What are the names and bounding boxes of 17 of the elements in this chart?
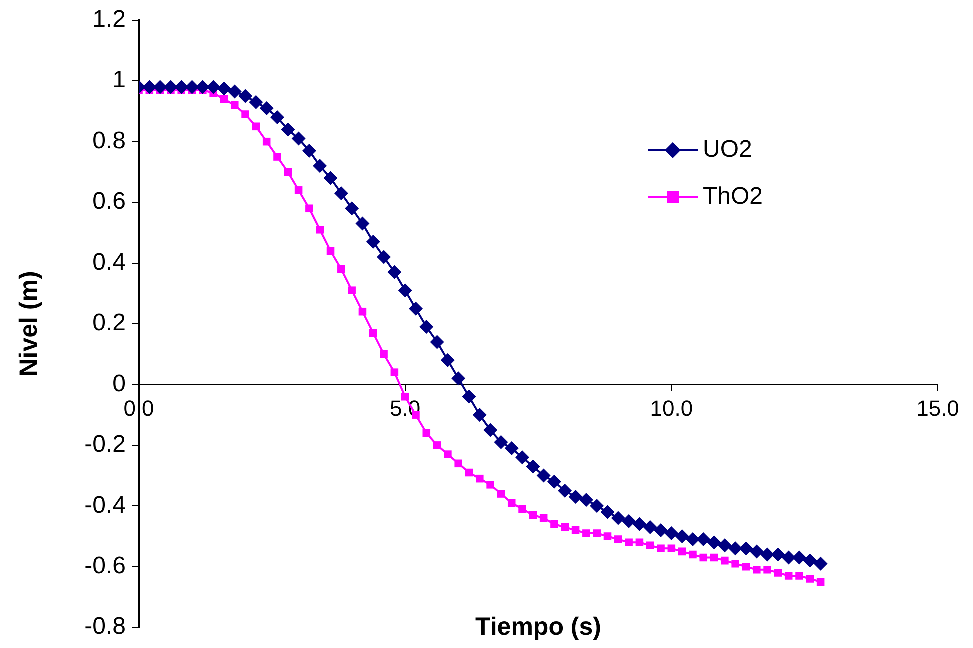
y-tick-label: -0.6 [84,552,126,580]
y-axis-title: Nivel (m) [14,271,43,377]
x-tick-label: 15.0 [916,396,960,421]
y-tick-label: 0.4 [92,248,126,276]
y-tick-label: -0.2 [84,431,126,458]
legend-label: ThO2 [703,183,764,210]
y-tick-label: 0.2 [92,310,126,337]
y-tick-label: -0.4 [84,492,126,519]
x-axis-title: Tiempo (s) [476,612,602,641]
y-tick-label: 1.2 [92,6,126,34]
legend-label: UO2 [703,136,752,164]
y-tick-label: 0.8 [92,127,126,154]
y-tick-label: 0 [112,370,126,398]
y-tick-label: 1 [112,66,126,94]
y-tick-label: -0.8 [84,613,126,640]
y-tick-label: 0.6 [92,188,126,216]
x-tick-label: 10.0 [650,396,694,421]
